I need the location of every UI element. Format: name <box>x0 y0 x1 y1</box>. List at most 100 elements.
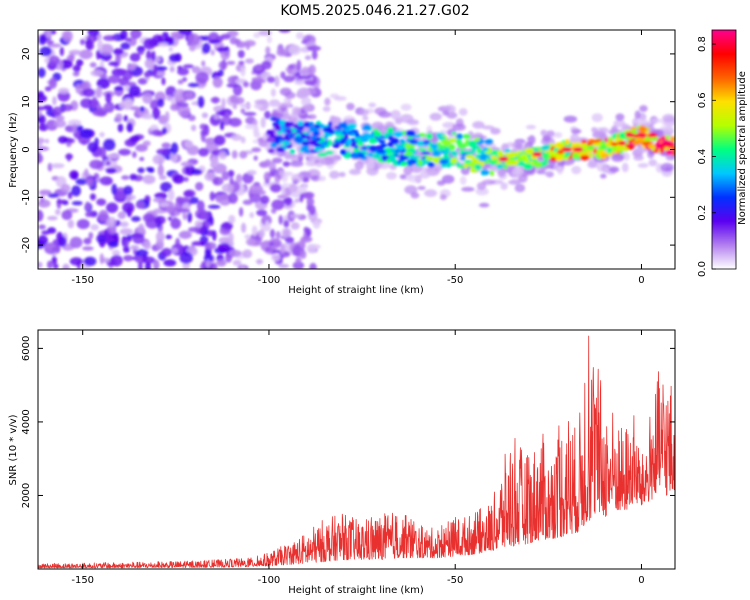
heatmap-cell <box>490 127 501 135</box>
heatmap-cell <box>188 226 201 233</box>
heatmap-cell <box>103 103 111 110</box>
heatmap-cell <box>76 218 90 230</box>
heatmap-cell <box>56 199 69 204</box>
heatmap-cell <box>105 202 119 214</box>
heatmap-cell <box>480 169 490 176</box>
heatmap-cell <box>265 46 271 55</box>
heatmap-cell <box>123 185 133 196</box>
heatmap-cell <box>291 173 304 183</box>
heatmap-cell <box>610 145 618 153</box>
heatmap-hotspot <box>625 132 636 138</box>
heatmap-cell <box>390 109 401 120</box>
heatmap-cell <box>409 138 419 145</box>
heatmap-cell <box>52 263 59 269</box>
spectrogram-x-label: Height of straight line (km) <box>288 285 424 296</box>
heatmap-cell <box>122 246 130 253</box>
heatmap-cell <box>188 44 196 52</box>
heatmap-cell <box>482 125 495 130</box>
heatmap-cell <box>389 147 397 152</box>
heatmap-cell <box>173 88 187 101</box>
heatmap-cell <box>423 140 431 144</box>
heatmap-cell <box>138 261 143 269</box>
heatmap-cell <box>310 175 321 182</box>
heatmap-cell <box>157 98 165 108</box>
heatmap-cell <box>305 160 317 167</box>
heatmap-cell <box>187 82 200 88</box>
heatmap-cell <box>309 135 318 140</box>
heatmap-cell <box>471 147 476 154</box>
heatmap-cell <box>241 222 247 234</box>
heatmap-cell <box>455 133 463 140</box>
heatmap-cell <box>317 175 326 182</box>
heatmap-cell <box>267 148 275 154</box>
heatmap-cell <box>179 251 194 264</box>
heatmap-cell <box>515 142 523 150</box>
heatmap-cell <box>308 64 316 75</box>
heatmap-cell <box>425 156 434 161</box>
heatmap-cell <box>296 128 301 133</box>
heatmap-cell <box>249 192 261 203</box>
heatmap-cell <box>260 116 266 129</box>
heatmap-cell <box>209 216 214 226</box>
heatmap-cell <box>290 213 302 219</box>
heatmap-cell <box>38 199 51 208</box>
heatmap-cell <box>137 167 145 174</box>
heatmap-cell <box>377 161 391 170</box>
heatmap-cell <box>507 179 521 185</box>
heatmap-cell <box>60 184 71 193</box>
heatmap-cell <box>67 119 82 127</box>
y-tick-label: 10 <box>21 95 32 108</box>
heatmap-cell <box>628 142 634 146</box>
heatmap-cell <box>271 254 281 262</box>
heatmap-cell <box>419 170 431 179</box>
heatmap-cell <box>333 143 340 148</box>
heatmap-cell <box>182 77 188 82</box>
heatmap-cell <box>507 152 517 158</box>
heatmap-cell <box>213 135 226 146</box>
heatmap-cell <box>117 123 124 133</box>
heatmap-cell <box>102 35 117 41</box>
heatmap-hotspot <box>532 151 543 157</box>
heatmap-cell <box>388 135 394 141</box>
heatmap-cell <box>520 153 528 159</box>
heatmap-cell <box>482 142 497 149</box>
heatmap-cell <box>359 136 369 143</box>
heatmap-cell <box>404 185 418 195</box>
heatmap-cell <box>122 201 135 214</box>
heatmap-cell <box>72 123 77 134</box>
heatmap-cell <box>648 143 655 149</box>
heatmap-cell <box>311 50 318 60</box>
heatmap-cell <box>170 103 180 111</box>
heatmap-cell <box>38 209 44 222</box>
heatmap-cell <box>221 183 234 193</box>
heatmap-cell <box>304 150 311 154</box>
heatmap-cell <box>137 223 145 236</box>
heatmap-cell <box>111 183 118 196</box>
heatmap-cell <box>478 202 490 208</box>
heatmap-cell <box>281 186 286 198</box>
heatmap-cell <box>324 97 331 106</box>
heatmap-cell <box>220 200 227 206</box>
heatmap-cell <box>564 154 570 158</box>
heatmap-cell <box>380 144 386 149</box>
heatmap-cell <box>266 137 275 143</box>
heatmap-cell <box>61 104 74 112</box>
heatmap-cell <box>127 64 137 71</box>
y-tick-label: 20 <box>21 48 32 61</box>
heatmap-cell <box>369 145 377 153</box>
heatmap-cell <box>123 115 129 122</box>
heatmap-cell <box>456 161 461 168</box>
heatmap-cell <box>210 97 221 104</box>
heatmap-cell <box>240 66 246 77</box>
heatmap-hotspot <box>498 156 509 162</box>
heatmap-cell <box>67 138 76 144</box>
heatmap-cell <box>582 143 588 150</box>
heatmap-cell <box>107 224 117 235</box>
heatmap-cell <box>559 141 565 147</box>
y-tick-label: 4000 <box>21 409 32 434</box>
heatmap-cell <box>203 253 214 263</box>
heatmap-cell <box>142 92 153 104</box>
heatmap-cell <box>278 263 290 269</box>
heatmap-cell <box>407 147 416 153</box>
heatmap-cell <box>85 177 95 187</box>
